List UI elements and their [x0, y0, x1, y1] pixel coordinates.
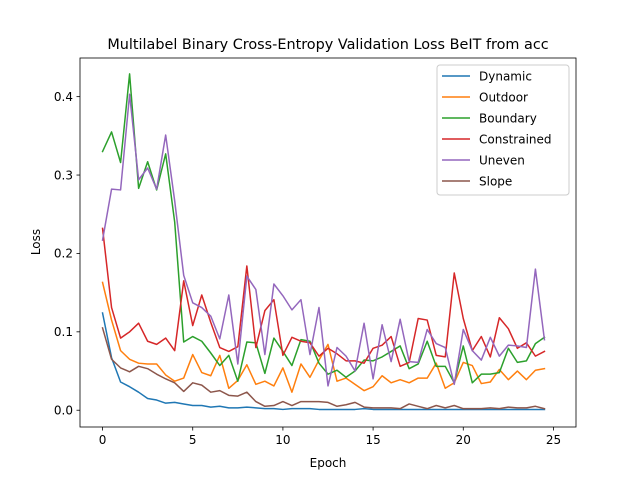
legend-label-uneven: Uneven [479, 153, 525, 167]
series-line-slope [101, 326, 546, 410]
y-tick-label: 0.1 [54, 325, 73, 339]
legend-label-dynamic: Dynamic [479, 69, 532, 83]
legend-label-outdoor: Outdoor [479, 90, 528, 104]
legend-label-boundary: Boundary [479, 111, 537, 125]
y-tick-label: 0.3 [54, 168, 73, 182]
series-line-uneven [101, 93, 546, 387]
series-line-boundary [101, 73, 546, 384]
x-axis-ticks: 0 5 10 15 20 25 [99, 427, 561, 447]
y-tick-label: 0.4 [54, 90, 73, 104]
legend-label-slope: Slope [479, 174, 512, 188]
legend: Dynamic Outdoor Boundary Constrained Uneven S… [436, 64, 570, 196]
x-tick-label: 0 [99, 433, 107, 447]
series-line-dynamic [101, 312, 546, 411]
x-tick-label: 25 [546, 433, 561, 447]
series-layer [101, 73, 546, 411]
legend-items: Dynamic Outdoor Boundary Constrained Uneven S… [442, 69, 552, 188]
x-tick-label: 20 [456, 433, 471, 447]
plot-frame [79, 57, 577, 428]
x-tick-label: 5 [189, 433, 197, 447]
y-tick-label: 0.0 [54, 404, 73, 418]
y-tick-label: 0.2 [54, 247, 73, 261]
y-axis-label: Loss [29, 229, 43, 255]
chart-title: Multilabel Binary Cross-Entropy Validati… [107, 37, 548, 53]
x-tick-label: 15 [365, 433, 380, 447]
legend-label-constrained: Constrained [479, 132, 552, 146]
x-axis-label: Epoch [310, 456, 347, 470]
x-tick-label: 10 [275, 433, 290, 447]
y-axis-ticks: 0.0 0.1 0.2 0.3 0.4 [54, 90, 80, 418]
